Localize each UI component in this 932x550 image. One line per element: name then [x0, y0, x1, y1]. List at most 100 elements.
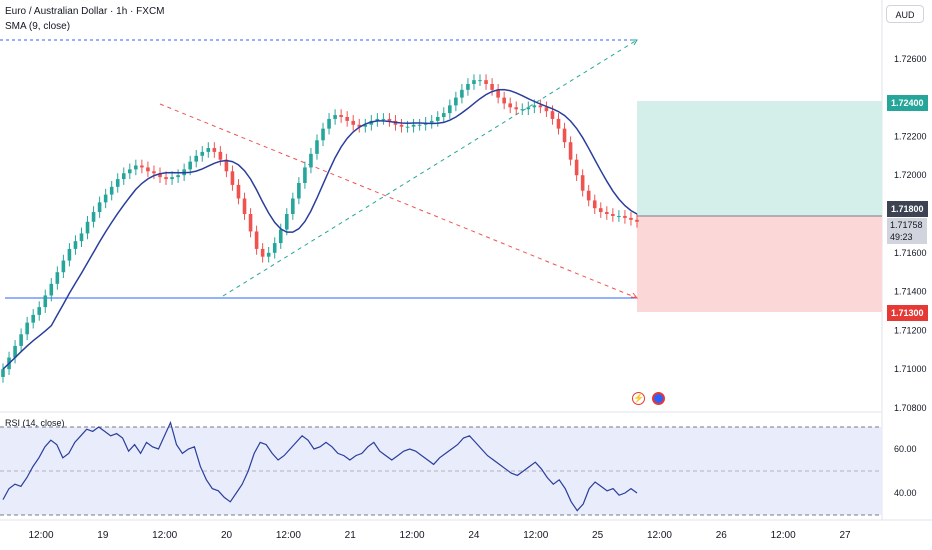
candle-body	[435, 117, 440, 121]
candle-body	[454, 97, 458, 106]
candle-body	[538, 105, 543, 108]
rsi-tick-label: 40.00	[894, 488, 917, 498]
candle-body	[405, 126, 410, 128]
candle-body	[73, 241, 78, 249]
candle-body	[1, 369, 5, 377]
candle-body	[115, 179, 120, 187]
stop-loss-price-tag: 1.71300	[887, 305, 928, 321]
candle-body	[134, 165, 138, 170]
candle-body	[31, 314, 35, 323]
candle-body	[623, 215, 627, 218]
candle-body	[37, 307, 42, 315]
candle-body	[448, 105, 452, 114]
candle-body	[544, 107, 549, 112]
candle-body	[194, 155, 199, 162]
time-tick-label: 12:00	[152, 530, 177, 541]
flash-icon[interactable]: ⚡	[632, 392, 645, 405]
time-tick-label: 12:00	[276, 530, 301, 541]
candle-body	[309, 153, 313, 168]
candle-body	[351, 120, 356, 125]
candle-body	[61, 260, 66, 273]
candle-body	[109, 186, 114, 195]
sma-line	[2, 88, 638, 370]
price-tick-label: 1.72200	[894, 131, 927, 141]
candle-body	[128, 169, 132, 174]
price-tick-label: 1.71200	[894, 325, 927, 335]
candle-body	[586, 190, 591, 201]
candle-body	[429, 120, 434, 123]
candle-body	[466, 84, 470, 90]
candle-body	[284, 214, 289, 230]
rsi-line	[2, 420, 638, 512]
candle-body	[580, 175, 585, 191]
price-axis[interactable]: 1.72600 1.72200 1.72000 1.71600 1.71400 1.712…	[894, 54, 927, 413]
candle-body	[550, 111, 555, 119]
candle-body	[97, 202, 102, 213]
currency-button[interactable]: AUD	[886, 5, 924, 23]
time-tick-label: 21	[345, 530, 357, 541]
rsi-tick-label: 60.00	[894, 444, 917, 454]
candle-body	[635, 219, 639, 222]
candle-body	[248, 214, 253, 232]
candle-body	[417, 124, 422, 126]
candle-body	[568, 142, 573, 160]
candle-body	[508, 103, 512, 108]
candle-body	[55, 272, 60, 284]
candle-body	[472, 80, 476, 85]
time-axis[interactable]: 12:00 19 12:00 20 12:00 21 12:00 24 12:00 25 12:00…	[28, 530, 851, 541]
candle-body	[49, 283, 54, 296]
candle-body	[315, 140, 319, 154]
candle-body	[158, 173, 162, 178]
time-tick-label: 20	[221, 530, 233, 541]
candle-body	[592, 200, 597, 209]
take-profit-zone[interactable]	[637, 101, 882, 216]
time-tick-label: 12:00	[771, 530, 796, 541]
bar-countdown: 49:23	[890, 232, 913, 242]
time-tick-label: 12:00	[400, 530, 425, 541]
candle-body	[333, 115, 337, 119]
symbol-title[interactable]: Euro / Australian Dollar · 1h · FXCM	[5, 6, 165, 17]
last-price-tag: 1.71758 49:23	[887, 218, 927, 244]
candle-body	[254, 231, 259, 249]
candle-body	[43, 295, 48, 308]
candle-body	[218, 151, 223, 160]
candle-body	[617, 215, 621, 217]
rsi-axis[interactable]: 60.00 40.00	[894, 444, 917, 498]
candle-body	[490, 84, 494, 90]
candle-body	[91, 212, 96, 222]
green-trendline-arrow	[631, 39, 638, 46]
time-tick-label: 24	[468, 530, 480, 541]
candle-body	[611, 214, 615, 216]
candle-body	[224, 159, 229, 172]
candle-body	[478, 80, 482, 82]
candle-body	[188, 161, 192, 170]
candle-body	[266, 252, 271, 257]
last-price-value: 1.71758	[890, 220, 923, 230]
sma-indicator-label[interactable]: SMA (9, close)	[5, 21, 71, 32]
candle-body	[25, 322, 29, 335]
price-tick-label: 1.71400	[894, 287, 927, 297]
take-profit-price-tag: 1.72400	[887, 95, 928, 111]
candle-body	[278, 229, 283, 244]
candle-body	[327, 118, 331, 129]
price-tick-label: 1.72600	[894, 54, 927, 64]
rsi-indicator-label[interactable]: RSI (14, close)	[5, 418, 65, 428]
candle-body	[67, 248, 72, 261]
candle-body	[387, 118, 392, 121]
entry-price-tag: 1.71800	[887, 201, 928, 217]
red-trendline[interactable]	[159, 103, 638, 299]
candle-body	[152, 171, 156, 174]
candle-body	[272, 243, 277, 253]
time-tick-label: 19	[97, 530, 109, 541]
candle-body	[526, 107, 531, 110]
candle-body	[303, 167, 307, 183]
price-tick-label: 1.71000	[894, 364, 927, 374]
candle-body	[381, 118, 386, 120]
candle-body	[321, 128, 325, 141]
time-tick-label: 27	[839, 530, 851, 541]
green-trendline[interactable]	[222, 39, 638, 297]
economic-event-icon[interactable]	[652, 392, 665, 405]
candle-body	[19, 334, 23, 346]
stop-loss-zone[interactable]	[637, 216, 882, 312]
